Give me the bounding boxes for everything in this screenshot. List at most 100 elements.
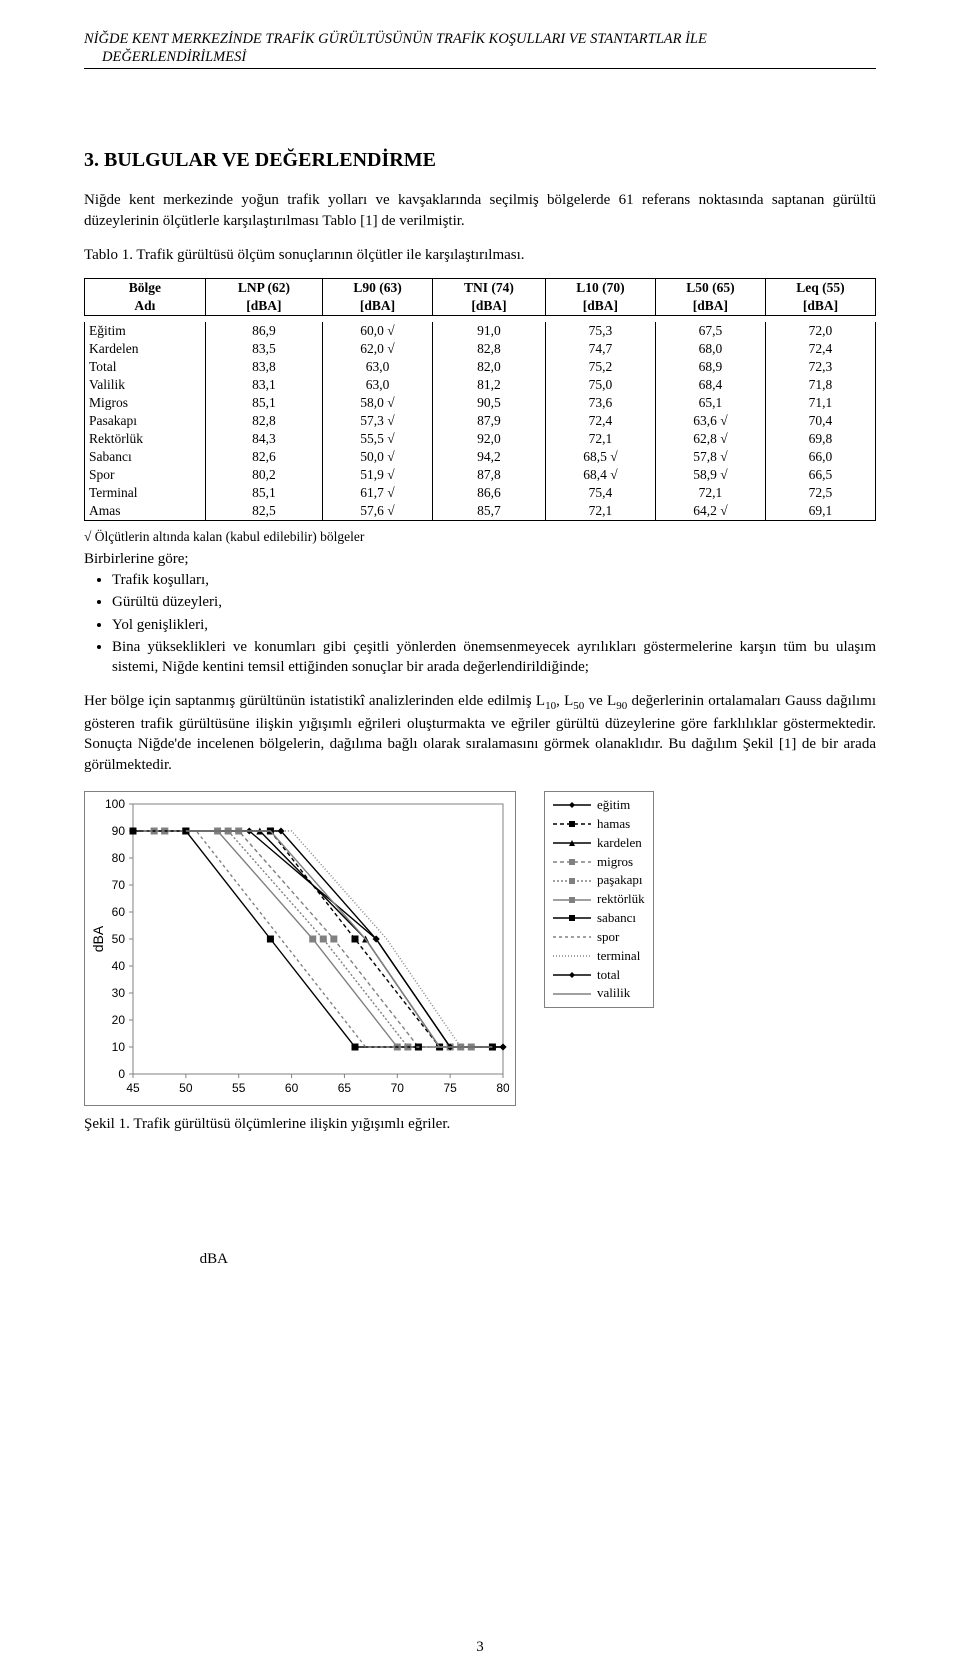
- table-row: Terminal85,161,7 √86,675,472,172,5: [85, 484, 876, 502]
- table-cell: 82,6: [205, 448, 322, 466]
- intro-paragraph: Niğde kent merkezinde yoğun trafik yolla…: [84, 190, 876, 231]
- legend-item: paşakapı: [553, 871, 645, 890]
- table-cell: 55,5 √: [323, 430, 433, 448]
- table-head: BölgeLNP (62)L90 (63)TNI (74)L10 (70)L50…: [85, 278, 876, 315]
- table-caption: Tablo 1. Trafik gürültüsü ölçüm sonuçlar…: [84, 247, 876, 264]
- table-cell: 73,6: [545, 394, 655, 412]
- table-cell: 75,2: [545, 358, 655, 376]
- sub-90: 90: [616, 700, 627, 712]
- table-cell: 69,1: [765, 502, 875, 521]
- page-number: 3: [0, 1639, 960, 1656]
- svg-text:55: 55: [232, 1081, 246, 1095]
- svg-text:dBA: dBA: [90, 925, 106, 952]
- svg-text:75: 75: [443, 1081, 457, 1095]
- table-cell: 68,4 √: [545, 466, 655, 484]
- table-cell: 57,3 √: [323, 412, 433, 430]
- table-cell: 85,1: [205, 484, 322, 502]
- legend-label: rektörlük: [597, 890, 645, 909]
- bullet-list: Trafik koşulları,Gürültü düzeyleri,Yol g…: [84, 570, 876, 677]
- table-row: Eğitim86,960,0 √91,075,367,572,0: [85, 322, 876, 340]
- legend-item: hamas: [553, 815, 645, 834]
- table-cell: 75,4: [545, 484, 655, 502]
- table-cell: 94,2: [433, 448, 546, 466]
- table-cell: 61,7 √: [323, 484, 433, 502]
- table-header-cell: [dBA]: [655, 297, 765, 316]
- table-footnote: √ Ölçütlerin altında kalan (kabul edileb…: [84, 529, 876, 545]
- table-cell: 58,0 √: [323, 394, 433, 412]
- running-head-line2: DEĞERLENDİRİLMESİ: [84, 48, 876, 66]
- legend-item: sabancı: [553, 909, 645, 928]
- table-row: Migros85,158,0 √90,573,665,171,1: [85, 394, 876, 412]
- table-cell: 91,0: [433, 322, 546, 340]
- body2-c: ve L: [584, 693, 616, 709]
- table-header-cell: [dBA]: [765, 297, 875, 316]
- table-cell: 63,0: [323, 376, 433, 394]
- table-cell: 50,0 √: [323, 448, 433, 466]
- table-cell: Terminal: [85, 484, 206, 502]
- legend-item: kardelen: [553, 834, 645, 853]
- table-cell: 66,0: [765, 448, 875, 466]
- list-intro: Birbirlerine göre;: [84, 551, 876, 568]
- chart-frame: 01020304050607080901004550556065707580dB…: [84, 791, 516, 1106]
- table-cell: 70,4: [765, 412, 875, 430]
- table-cell: 64,2 √: [655, 502, 765, 521]
- svg-text:70: 70: [391, 1081, 405, 1095]
- table-cell: Valilik: [85, 376, 206, 394]
- svg-text:80: 80: [496, 1081, 509, 1095]
- table-cell: 51,9 √: [323, 466, 433, 484]
- table-cell: 72,0: [765, 322, 875, 340]
- table-cell: Sabancı: [85, 448, 206, 466]
- svg-text:100: 100: [105, 798, 125, 811]
- table-cell: 72,4: [765, 340, 875, 358]
- table-header-cell: [dBA]: [545, 297, 655, 316]
- svg-text:20: 20: [112, 1013, 126, 1027]
- table-header-cell: L90 (63): [323, 278, 433, 297]
- table-cell: 57,8 √: [655, 448, 765, 466]
- table-cell: 85,1: [205, 394, 322, 412]
- svg-text:70: 70: [112, 878, 126, 892]
- legend-item: total: [553, 966, 645, 985]
- legend-label: total: [597, 966, 620, 985]
- table-cell: 87,9: [433, 412, 546, 430]
- table-cell: 75,3: [545, 322, 655, 340]
- table-cell: Amas: [85, 502, 206, 521]
- legend-label: sabancı: [597, 909, 636, 928]
- legend-item: rektörlük: [553, 890, 645, 909]
- legend-label: eğitim: [597, 796, 630, 815]
- table-header-cell: Bölge: [85, 278, 206, 297]
- table-header-cell: LNP (62): [205, 278, 322, 297]
- table-cell: 83,1: [205, 376, 322, 394]
- table-row: Rektörlük84,355,5 √92,072,162,8 √69,8: [85, 430, 876, 448]
- table-cell: 63,0: [323, 358, 433, 376]
- legend-item: terminal: [553, 947, 645, 966]
- svg-text:90: 90: [112, 824, 126, 838]
- legend-item: migros: [553, 853, 645, 872]
- table-cell: 69,8: [765, 430, 875, 448]
- running-head: NİĞDE KENT MERKEZİNDE TRAFİK GÜRÜLTÜSÜNÜ…: [84, 30, 876, 69]
- legend-label: migros: [597, 853, 633, 872]
- table-header-cell: L10 (70): [545, 278, 655, 297]
- table-cell: 72,4: [545, 412, 655, 430]
- table-cell: 62,0 √: [323, 340, 433, 358]
- table-cell: 86,9: [205, 322, 322, 340]
- legend-label: paşakapı: [597, 871, 642, 890]
- table-cell: 68,9: [655, 358, 765, 376]
- table-cell: 72,1: [655, 484, 765, 502]
- table-cell: 65,1: [655, 394, 765, 412]
- table-cell: 82,5: [205, 502, 322, 521]
- table-header-cell: [dBA]: [323, 297, 433, 316]
- table-cell: 68,4: [655, 376, 765, 394]
- table-cell: 72,1: [545, 430, 655, 448]
- table-row: Valilik83,163,081,275,068,471,8: [85, 376, 876, 394]
- sub-10: 10: [545, 700, 556, 712]
- legend-label: spor: [597, 928, 619, 947]
- list-item: Yol genişlikleri,: [112, 615, 876, 635]
- legend-label: valilik: [597, 984, 630, 1003]
- chart-legend: eğitimhamaskardelenmigrospaşakapırektörl…: [544, 791, 654, 1008]
- svg-text:60: 60: [285, 1081, 299, 1095]
- body-paragraph-2: Her bölge için saptanmış gürültünün ista…: [84, 691, 876, 775]
- svg-text:80: 80: [112, 851, 126, 865]
- table-cell: 60,0 √: [323, 322, 433, 340]
- list-item: Bina yükseklikleri ve konumları gibi çeş…: [112, 637, 876, 678]
- table-cell: 71,1: [765, 394, 875, 412]
